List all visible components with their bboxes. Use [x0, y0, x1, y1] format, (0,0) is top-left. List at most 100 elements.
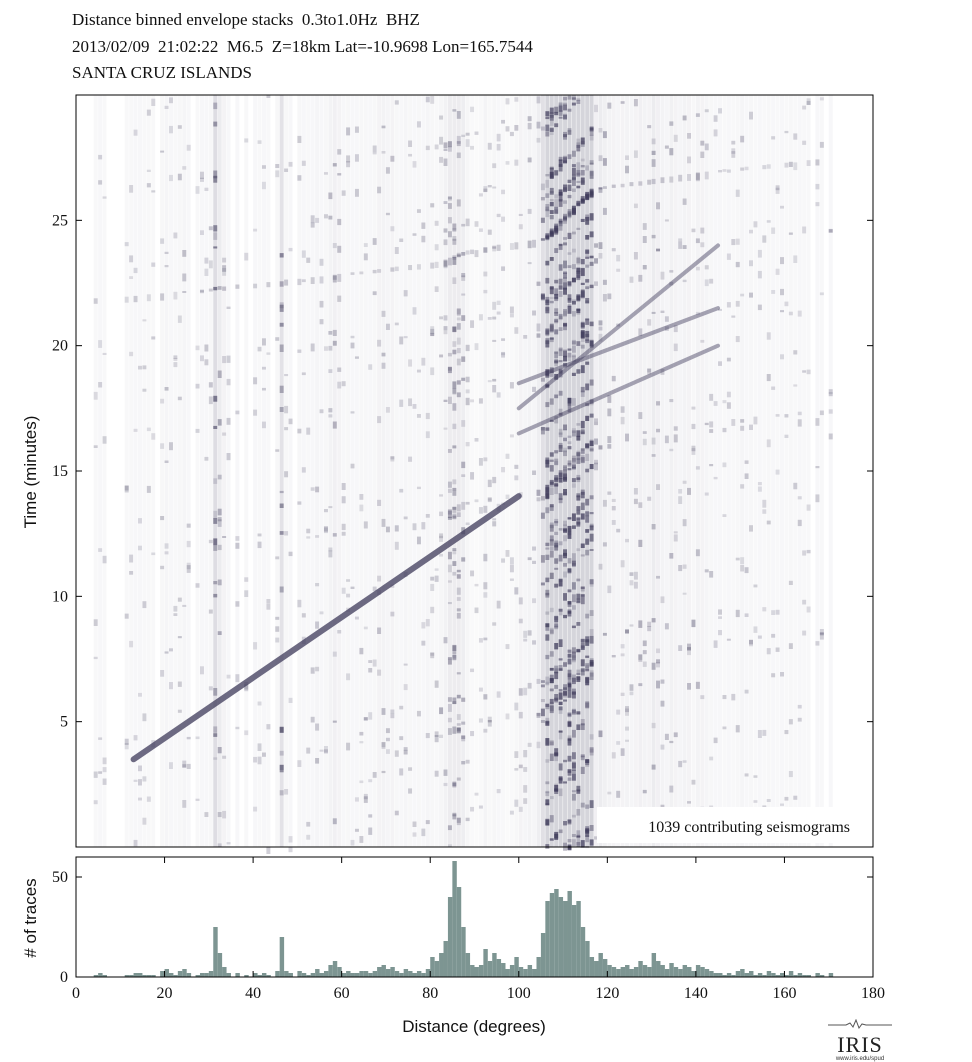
heatmap-cell [310, 277, 315, 284]
heatmap-cell [403, 290, 408, 297]
heatmap-cell [509, 243, 514, 250]
heatmap-cell [549, 796, 554, 800]
heatmap-cell [465, 139, 470, 147]
heatmap-cell [554, 558, 559, 564]
iris-logo: IRIS www.iris.edu/spud [828, 1016, 892, 1062]
heatmap-cell [523, 638, 528, 642]
heatmap-column [137, 95, 142, 847]
heatmap-cell [642, 265, 647, 270]
heatmap-cell [173, 232, 178, 239]
heatmap-cell [695, 238, 700, 244]
heatmap-cell [452, 389, 457, 395]
heatmap-cell [616, 790, 621, 798]
heatmap-cell [576, 453, 581, 461]
heatmap-cell [536, 713, 541, 716]
heatmap-cell [545, 427, 550, 431]
heatmap-cell [647, 125, 652, 129]
heatmap-cell [580, 177, 585, 185]
heatmap-cell [585, 826, 590, 832]
heatmap-cell [589, 130, 594, 136]
heatmap-cell [213, 546, 218, 551]
heatmap-cell [651, 150, 656, 155]
histogram-bar [368, 973, 373, 977]
heatmap-cell [408, 265, 413, 271]
heatmap-cell [620, 416, 625, 425]
heatmap-cell [483, 186, 488, 193]
histogram-bar [102, 975, 107, 977]
phase-front [516, 343, 720, 436]
heatmap-cell [332, 421, 337, 429]
heatmap-cell [527, 116, 532, 122]
heatmap-cell [275, 170, 280, 178]
heatmap-cell [558, 472, 563, 479]
heatmap-cell [549, 127, 554, 132]
heatmap-cell [129, 554, 134, 563]
heatmap-column [527, 95, 532, 847]
heatmap-cell [213, 121, 218, 127]
heatmap-cell [275, 637, 280, 643]
heatmap-cell [399, 768, 404, 776]
heatmap-cell [523, 767, 528, 772]
heatmap-cell [638, 683, 643, 687]
heatmap-cell [102, 767, 107, 773]
heatmap-cell [447, 580, 452, 583]
heatmap-column [447, 95, 452, 847]
heatmap-cell [585, 403, 590, 407]
heatmap-cell [554, 170, 559, 176]
heatmap-cell [563, 690, 568, 698]
heatmap-cell [253, 228, 258, 232]
heatmap-cell [461, 697, 466, 702]
heatmap-cell [563, 684, 568, 689]
heatmap-cell [757, 635, 762, 639]
heatmap-cell [576, 517, 581, 520]
heatmap-cell [492, 622, 497, 626]
heatmap-cell [580, 170, 585, 176]
event-info: 2013/02/09 21:02:22 M6.5 Z=18km Lat=-10.… [72, 37, 533, 56]
heatmap-cell [749, 260, 753, 267]
heatmap-cell [585, 300, 590, 304]
heatmap-column [381, 95, 386, 847]
heatmap-cell [726, 169, 731, 173]
histogram-bar [204, 973, 209, 977]
heatmap-cell [182, 760, 187, 768]
heatmap-cell [545, 611, 550, 615]
heatmap-cell [585, 759, 590, 766]
heatmap-cell [279, 490, 284, 494]
heatmap-cell [589, 658, 594, 666]
heatmap-cell [558, 731, 563, 740]
heatmap-cell [421, 522, 426, 530]
heatmap-cell [483, 271, 488, 277]
heatmap-cell [354, 188, 359, 197]
heatmap-cell [753, 800, 758, 803]
heatmap-cell [310, 716, 315, 723]
heatmap-cell [585, 663, 590, 669]
heatmap-cell [567, 294, 572, 301]
heatmap-cell [195, 383, 200, 389]
heatmap-cell [611, 184, 616, 188]
heatmap-cell [279, 302, 284, 309]
heatmap-column [532, 95, 537, 847]
heatmap-cell [625, 155, 630, 160]
heatmap-cell [204, 812, 209, 817]
heatmap-cell [558, 222, 563, 231]
heatmap-cell [642, 438, 647, 446]
heatmap-cell [266, 599, 271, 604]
heatmap-cell [208, 226, 213, 231]
histogram-bar [354, 973, 360, 977]
heatmap-column [518, 95, 523, 847]
heatmap-cell [465, 344, 470, 352]
heatmap-cell [620, 101, 625, 104]
heatmap-cell [487, 720, 492, 727]
heatmap-cell [465, 250, 470, 255]
histogram-bar [731, 975, 736, 977]
heatmap-cell [319, 409, 324, 414]
heatmap-cell [124, 242, 129, 247]
heatmap-cell [425, 820, 430, 825]
heatmap-cell [341, 190, 346, 196]
heatmap-column [443, 95, 448, 847]
heatmap-column [204, 95, 209, 847]
heatmap-cell [563, 350, 568, 358]
heatmap-cell [558, 829, 563, 834]
heatmap-cell [257, 140, 262, 144]
heatmap-cell [403, 516, 408, 520]
